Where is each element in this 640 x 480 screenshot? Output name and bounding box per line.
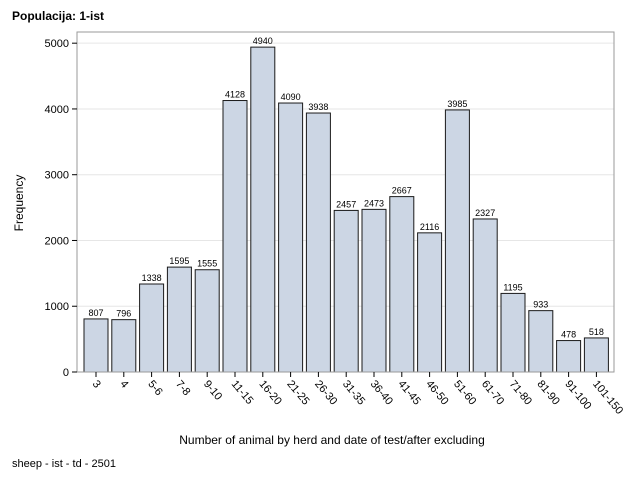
data-label: 1338 [142,273,162,283]
x-tick-label: 31-35 [340,378,367,407]
data-label: 796 [116,309,131,319]
data-label: 3985 [447,99,467,109]
x-tick-label: 61-70 [479,378,506,407]
bar [500,292,526,373]
bar [305,112,331,373]
y-tick-label: 4000 [45,104,69,116]
x-tick-label: 11-15 [229,378,256,407]
y-tick-label: 2000 [45,235,69,247]
data-label: 4128 [225,90,245,100]
y-tick-label: 5000 [45,38,69,50]
bars [83,46,609,373]
x-tick-label: 91-100 [562,378,593,412]
bar [556,340,582,373]
bar [417,232,443,373]
y-axis: 0 1000 2000 3000 4000 5000 [45,38,77,379]
plot-frame [76,31,615,373]
x-tick-label: 81-90 [535,378,562,407]
data-label: 478 [561,330,576,340]
x-tick-label: 41-45 [396,378,423,407]
data-label: 2667 [392,186,412,196]
bar [472,218,498,373]
bar [166,266,192,373]
x-tick-label: 101-150 [590,378,625,417]
data-labels: 807 796 1338 1595 1555 4128 4940 4090 3938 2457 24… [88,36,603,339]
bar [361,208,387,373]
y-tick-label: 0 [63,367,69,379]
bar [139,283,165,373]
bar [83,318,109,373]
bar [250,46,276,373]
data-label: 1195 [503,282,522,292]
data-label: 933 [533,300,548,310]
x-tick-label: 7-8 [173,378,192,398]
data-label: 2327 [475,208,495,218]
x-axis-title: Number of animal by herd and date of tes… [179,433,485,447]
data-label: 3938 [308,102,328,112]
bar [111,319,137,373]
x-tick-label: 71-80 [507,378,534,407]
bar [389,196,415,373]
data-label: 1595 [169,256,189,266]
bar [222,100,248,373]
x-tick-label: 5-6 [145,378,164,398]
bar [583,337,609,373]
x-tick-label: 51-60 [451,378,478,407]
y-axis-title: Frequency [12,175,26,232]
bar [278,102,304,373]
x-tick-label: 9-10 [201,378,224,403]
footnote: sheep - ist - td - 2501 [12,458,116,470]
x-axis: 3 4 5-6 7-8 9-10 11-15 16-20 21-25 26-30 31-35 36-… [90,372,625,417]
data-label: 2473 [364,198,384,208]
page-title: Populacija: 1-ist [12,9,105,23]
bar [528,310,554,373]
x-tick-label: 16-20 [257,378,284,407]
data-label: 807 [88,308,103,318]
data-label: 4090 [281,92,301,102]
data-label: 1555 [197,259,217,269]
data-label: 2116 [420,222,439,232]
bar [333,209,359,373]
x-tick-label: 36-40 [368,378,395,407]
y-tick-label: 1000 [45,301,69,313]
data-label: 2457 [336,199,356,209]
x-tick-label: 46-50 [423,378,450,407]
x-tick-label: 26-30 [312,378,339,407]
bar [444,109,470,373]
x-tick-label: 4 [118,378,131,390]
data-label: 4940 [253,36,273,46]
y-tick-label: 3000 [45,170,69,182]
data-label: 518 [589,327,604,337]
x-tick-label: 3 [90,378,103,390]
x-tick-label: 21-25 [284,378,311,407]
bar [194,269,220,373]
